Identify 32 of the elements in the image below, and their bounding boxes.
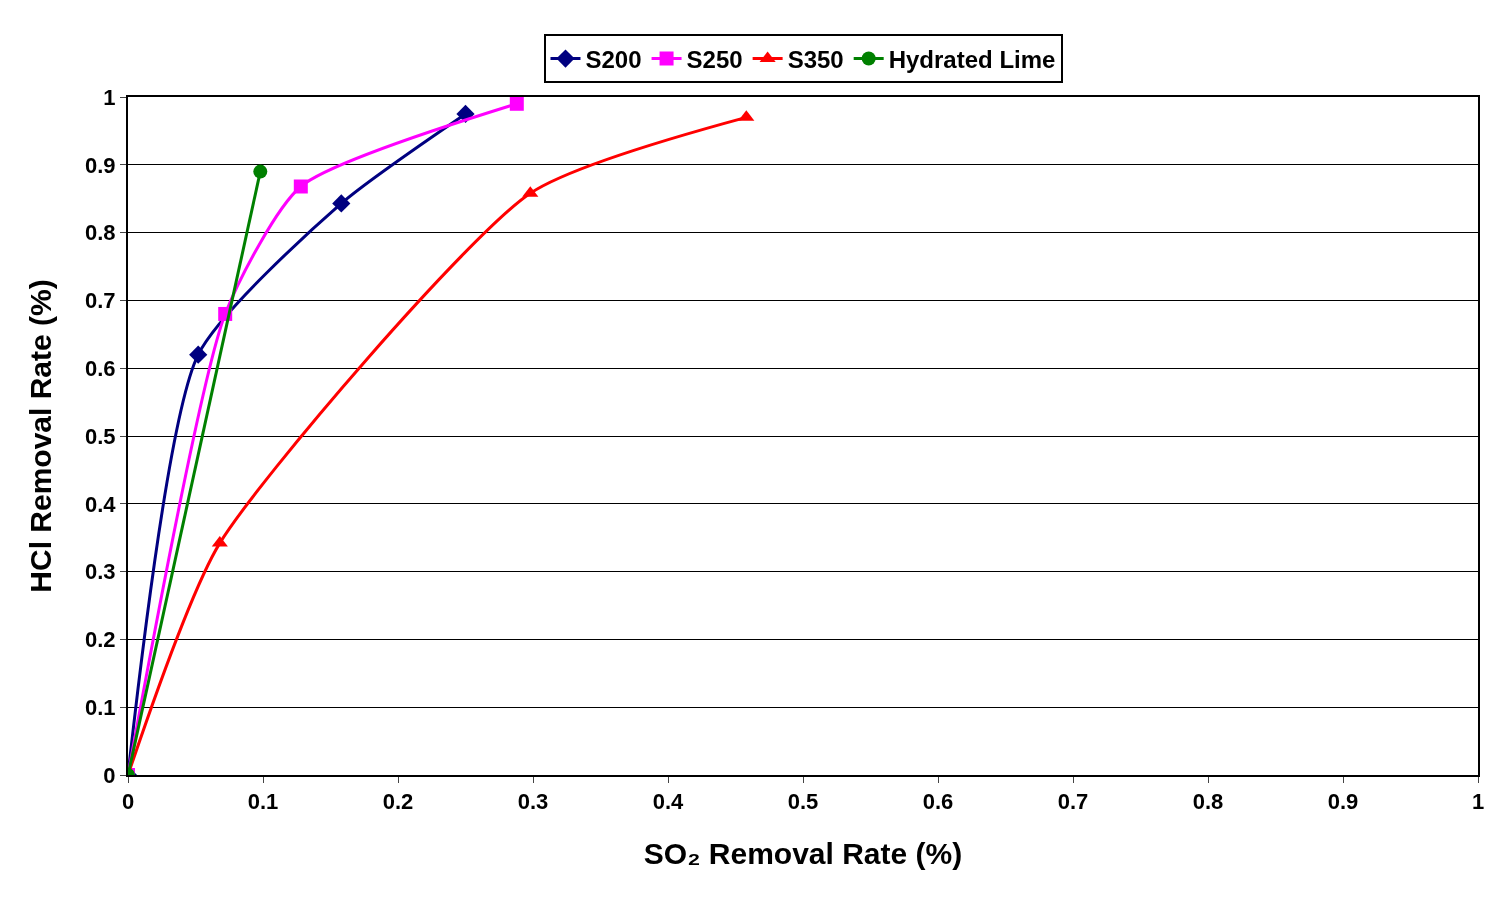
legend-label: S250	[686, 45, 743, 73]
x-tick-label: 0.4	[652, 789, 685, 815]
x-tick-label: 0.6	[922, 789, 954, 815]
y-tick-label: 0.1	[85, 694, 116, 720]
legend-label: Hydrated Lime	[888, 45, 1056, 73]
y-tick-label: 0.8	[85, 220, 116, 246]
y-tick-label: 0.2	[85, 627, 116, 653]
y-tick-label: 0.3	[85, 559, 116, 585]
y-tick-label: 0.4	[85, 491, 117, 517]
x-tick-label: 0.9	[1327, 789, 1359, 815]
x-tick-label: 0	[121, 789, 135, 815]
x-tick-label: 1	[1471, 789, 1485, 815]
y-tick-label: 0.6	[85, 355, 116, 381]
x-tick-label: 0.8	[1192, 789, 1224, 815]
x-tick-label: 0.3	[517, 789, 549, 815]
y-tick-label: 0	[103, 762, 116, 788]
point	[332, 194, 351, 213]
x-axis-title: SO₂ Removal Rate (%)	[643, 837, 963, 871]
y-tick-label: 0.5	[85, 423, 116, 449]
point	[509, 97, 524, 111]
x-tick-label: 0.2	[382, 789, 414, 815]
y-axis-title: HCl Removal Rate (%)	[23, 279, 57, 593]
x-tick-label: 0.7	[1057, 789, 1089, 815]
y-tick-label: 0.7	[85, 288, 116, 314]
x-tick-label: 0.5	[787, 789, 819, 815]
legend-label: S350	[787, 45, 844, 73]
point	[293, 179, 308, 194]
x-tick-label: 0.1	[247, 789, 279, 815]
point	[189, 345, 208, 364]
legend-label: S200	[585, 45, 642, 73]
y-tick-label: 1	[103, 84, 116, 110]
y-tick-label: 0.9	[85, 152, 116, 178]
